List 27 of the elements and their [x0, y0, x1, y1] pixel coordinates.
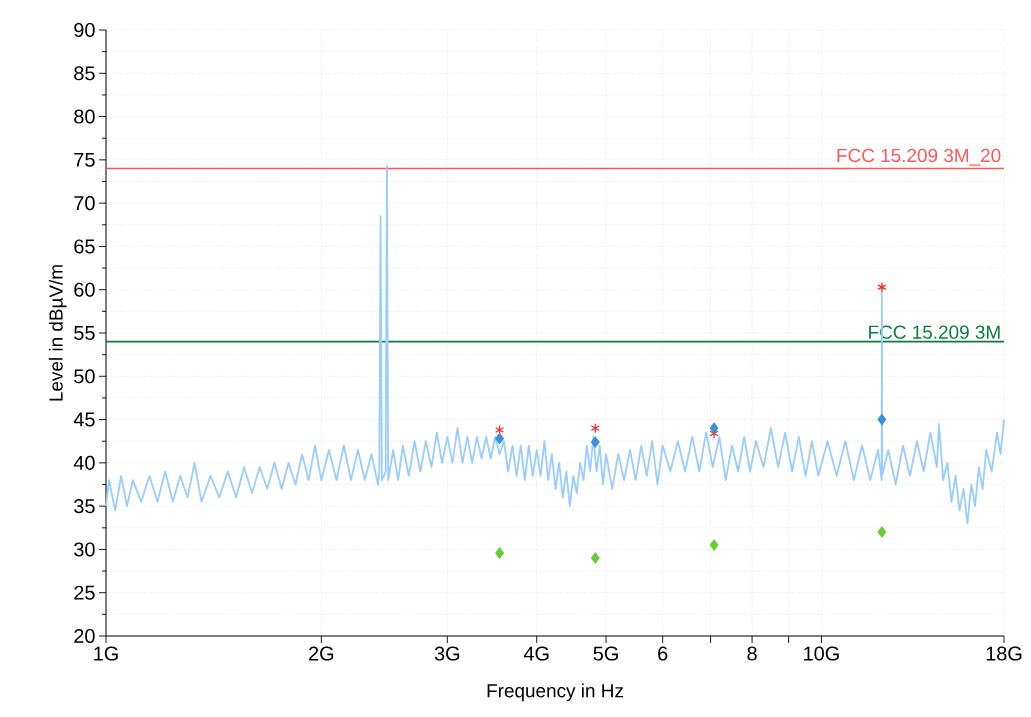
y-tick-label: 60	[74, 282, 95, 297]
x-tick-label: 6	[658, 646, 668, 661]
y-tick-label: 85	[74, 66, 95, 81]
y-tick-label: 55	[74, 326, 95, 340]
y-tick-label: 90	[74, 22, 95, 38]
y-tick-label: 80	[74, 109, 95, 124]
y-tick-label: 75	[74, 152, 95, 167]
x-axis-title: Frequency in Hz	[487, 683, 623, 702]
y-tick-label: 50	[74, 369, 95, 384]
y-tick-label: 35	[74, 499, 95, 514]
y-tick-label: 30	[74, 542, 95, 557]
x-tick-label: 3G	[434, 646, 460, 661]
ref-line-label: FCC 15.209 3M_20	[837, 148, 1001, 166]
x-tick-label: 5G	[593, 646, 618, 661]
y-tick-label: 70	[74, 196, 95, 211]
x-tick-label: 1G	[94, 646, 118, 661]
y-tick-label: 20	[74, 628, 95, 644]
x-tick-label: 8	[747, 646, 757, 661]
y-axis-title: Level in dBµV/m	[48, 265, 67, 401]
x-tick-label: 10G	[804, 646, 839, 661]
y-tick-label: 45	[73, 412, 95, 427]
y-tick-label: 65	[74, 239, 95, 254]
y-tick-label: 40	[73, 455, 95, 470]
x-tick-label: 2G	[309, 646, 334, 661]
y-tick-label: 25	[74, 585, 95, 600]
x-tick-label: 18G	[986, 646, 1022, 661]
x-tick-label: 4G	[523, 646, 549, 661]
